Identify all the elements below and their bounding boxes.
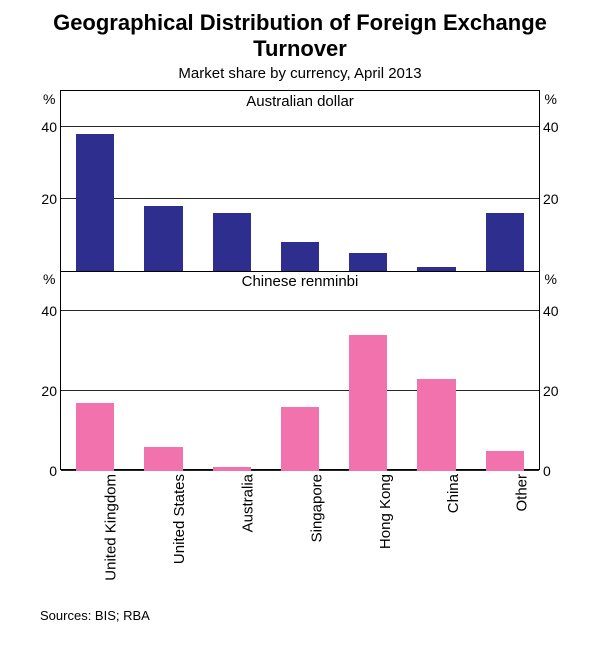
ytick-left: 40 — [29, 119, 57, 135]
x-axis-label: Hong Kong — [377, 474, 394, 549]
bar-slot — [266, 91, 334, 271]
bar-slot — [266, 271, 334, 471]
ytick-right: 20 — [543, 191, 571, 207]
panel-0: Australian dollar%%20204040 — [61, 91, 539, 271]
bar — [349, 253, 387, 271]
bar — [349, 335, 387, 471]
bar — [76, 403, 114, 471]
y-unit-left: % — [43, 271, 55, 287]
bar-slot — [334, 271, 402, 471]
xlabel-slot: United Kingdom — [60, 474, 129, 604]
bar-slot — [61, 271, 129, 471]
x-axis-label: Australia — [239, 474, 256, 532]
bar-slot — [402, 91, 470, 271]
bar — [144, 206, 182, 271]
bar-slot — [471, 91, 539, 271]
xlabel-slot: Singapore — [266, 474, 335, 604]
ytick-left: 20 — [29, 191, 57, 207]
chart-container: Geographical Distribution of Foreign Exc… — [0, 0, 600, 633]
xlabel-slot: United States — [129, 474, 198, 604]
bar-slot — [61, 91, 129, 271]
bars-row — [61, 91, 539, 271]
chart-subtitle: Market share by currency, April 2013 — [20, 65, 580, 82]
ytick-right: 20 — [543, 383, 571, 399]
xlabel-slot: Hong Kong — [334, 474, 403, 604]
bar-slot — [334, 91, 402, 271]
bar-slot — [129, 91, 197, 271]
xlabel-slot: China — [403, 474, 472, 604]
panel-title: Australian dollar — [61, 93, 539, 110]
bar-slot — [402, 271, 470, 471]
x-axis-label: Singapore — [308, 474, 325, 542]
y-unit-right: % — [545, 271, 557, 287]
bar — [76, 134, 114, 271]
y-unit-right: % — [545, 91, 557, 107]
plot-wrap: Australian dollar%%20204040Chinese renmi… — [20, 90, 580, 604]
ytick-left: 0 — [29, 463, 57, 479]
bar — [281, 407, 319, 471]
ytick-right: 40 — [543, 303, 571, 319]
y-unit-left: % — [43, 91, 55, 107]
sources-text: Sources: BIS; RBA — [40, 608, 580, 623]
bar — [486, 213, 524, 271]
bar-slot — [471, 271, 539, 471]
bar — [281, 242, 319, 271]
bar — [417, 379, 455, 471]
bar — [213, 467, 251, 471]
x-axis-label: United States — [171, 474, 188, 564]
x-axis-label: China — [445, 474, 462, 513]
x-axis-label: Other — [514, 474, 531, 512]
bar — [213, 213, 251, 271]
bars-row — [61, 271, 539, 471]
x-axis-labels: United Kingdom United States Australia Sing… — [60, 474, 540, 604]
bar-slot — [198, 91, 266, 271]
ytick-left: 40 — [29, 303, 57, 319]
bar-slot — [198, 271, 266, 471]
ytick-right: 0 — [543, 463, 571, 479]
bar-slot — [129, 271, 197, 471]
panel-1: Chinese renminbi%%0020204040 — [61, 271, 539, 471]
chart-title: Geographical Distribution of Foreign Exc… — [20, 10, 580, 63]
plot-area: Australian dollar%%20204040Chinese renmi… — [60, 90, 540, 470]
panel-title: Chinese renminbi — [61, 273, 539, 290]
ytick-right: 40 — [543, 119, 571, 135]
xlabel-slot: Other — [471, 474, 540, 604]
x-axis-label: United Kingdom — [102, 474, 119, 581]
bar — [486, 451, 524, 471]
ytick-left: 20 — [29, 383, 57, 399]
xlabel-slot: Australia — [197, 474, 266, 604]
bar — [144, 447, 182, 471]
